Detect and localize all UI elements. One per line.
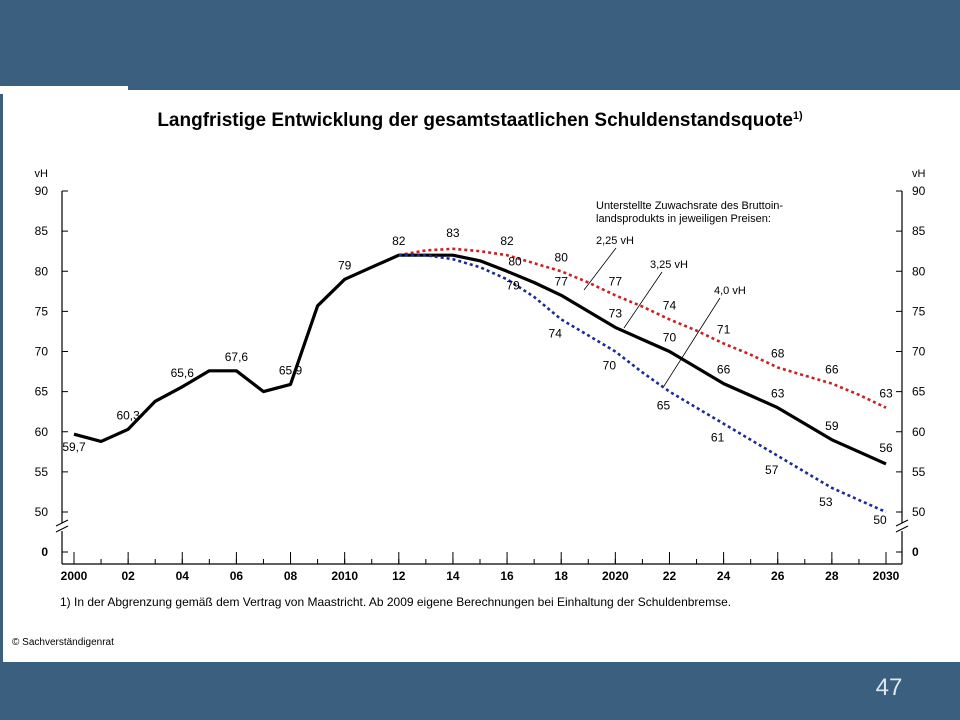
y-tick-label-right: 70 (912, 345, 926, 359)
data-label: 67,6 (225, 350, 249, 364)
x-tick-label: 2020 (602, 569, 629, 583)
series-line-3 (398, 253, 887, 514)
x-tick-label: 08 (284, 569, 298, 583)
data-label: 70 (663, 331, 677, 345)
y-tick-label-right: 50 (912, 505, 926, 519)
chart-title: Langfristige Entwicklung der gesamtstaat… (157, 110, 803, 131)
x-tick-label: 2030 (873, 569, 900, 583)
x-tick-label: 18 (555, 569, 569, 583)
chart-footnote: 1) In der Abgrenzung gemäß dem Vertrag v… (60, 595, 731, 609)
legend-caption-line: Unterstellte Zuwachsrate des Bruttoin- (596, 200, 783, 212)
x-tick-label: 22 (663, 569, 677, 583)
y-tick-label-right: 90 (912, 184, 926, 198)
data-label: 79 (506, 278, 520, 292)
data-label: 56 (879, 441, 893, 455)
page-number: 47 (875, 674, 903, 701)
data-label: 63 (771, 387, 785, 401)
legend-caption-line: landsprodukts in jeweiligen Preisen: (596, 213, 771, 225)
x-tick-label: 12 (392, 569, 406, 583)
data-label: 74 (549, 326, 563, 340)
y-tick-label-left: 75 (35, 304, 49, 318)
y-tick-label-left: 60 (35, 425, 49, 439)
data-label: 79 (338, 258, 352, 272)
data-label: 53 (819, 495, 833, 509)
y-tick-label-right: 55 (912, 465, 926, 479)
data-label: 82 (500, 234, 514, 248)
y-zero-label-left: 0 (41, 545, 48, 559)
y-tick-label-right: 60 (912, 425, 926, 439)
y-tick-label-left: 80 (35, 264, 49, 278)
data-label: 71 (717, 322, 731, 336)
x-tick-label: 28 (825, 569, 839, 583)
y-unit-label-left: vH (35, 168, 49, 180)
x-tick-label: 06 (230, 569, 244, 583)
data-label: 63 (879, 387, 893, 401)
data-label: 66 (717, 363, 731, 377)
y-tick-label-right: 85 (912, 224, 926, 238)
data-label: 59 (825, 419, 839, 433)
x-tick-label: 2000 (61, 569, 88, 583)
y-tick-label-right: 80 (912, 264, 926, 278)
data-label: 65 (657, 399, 671, 413)
callout-leader (623, 271, 663, 329)
series-line-2 (73, 253, 887, 466)
x-tick-label: 02 (121, 569, 135, 583)
x-tick-label: 04 (176, 569, 190, 583)
axis-break-left (55, 519, 69, 533)
y-zero-label-right: 0 (912, 545, 919, 559)
y-tick-label-right: 65 (912, 385, 926, 399)
data-label: 65,9 (279, 363, 303, 377)
axis-break-right (895, 519, 909, 533)
chart-plot-area: 90 90 85 85 80 80 75 75 70 70 65 65 60 60 55 55 50 50 0 0 vH… (35, 168, 926, 583)
chart-title-footnote-mark: 1) (793, 110, 803, 122)
data-label: 61 (711, 431, 725, 445)
axis-break-gap (56, 523, 68, 531)
y-tick-label-left: 50 (35, 505, 49, 519)
y-tick-label-left: 85 (35, 224, 49, 238)
x-tick-label: 16 (500, 569, 514, 583)
data-label: 59,7 (62, 440, 86, 454)
data-label: 77 (609, 274, 623, 288)
data-label: 66 (825, 363, 839, 377)
data-label: 73 (609, 306, 623, 320)
x-tick-label: 2010 (331, 569, 358, 583)
series-line-1 (398, 247, 887, 409)
x-tick-label: 24 (717, 569, 731, 583)
data-label: 80 (508, 254, 522, 268)
y-tick-label-left: 90 (35, 184, 49, 198)
data-label: 57 (765, 463, 779, 477)
data-label: 50 (873, 513, 887, 527)
axis-break-gap (896, 523, 908, 531)
y-tick-label-right: 75 (912, 304, 926, 318)
slide-panel (3, 90, 960, 662)
series-callout-label: 4,0 vH (714, 285, 746, 297)
data-label: 82 (392, 234, 406, 248)
y-tick-label-left: 55 (35, 465, 49, 479)
data-label: 77 (555, 274, 569, 288)
x-tick-label: 26 (771, 569, 785, 583)
callout-leader (663, 297, 721, 387)
data-label: 80 (555, 250, 569, 264)
data-label: 60,3 (116, 408, 140, 422)
data-label: 65,6 (171, 366, 195, 380)
series-callout-label: 2,25 vH (596, 235, 634, 247)
y-tick-label-left: 70 (35, 345, 49, 359)
data-label: 74 (663, 298, 677, 312)
copyright-note: © Sachverständigenrat (12, 637, 114, 648)
data-label: 68 (771, 347, 785, 361)
series-callout-label: 3,25 vH (650, 259, 688, 271)
y-unit-label-right: vH (912, 168, 926, 180)
callout-leader (583, 247, 617, 291)
data-label: 83 (446, 226, 460, 240)
chart-title-text: Langfristige Entwicklung der gesamtstaat… (157, 110, 793, 131)
x-tick-label: 14 (446, 569, 460, 583)
data-label: 70 (603, 359, 617, 373)
y-tick-label-left: 65 (35, 385, 49, 399)
